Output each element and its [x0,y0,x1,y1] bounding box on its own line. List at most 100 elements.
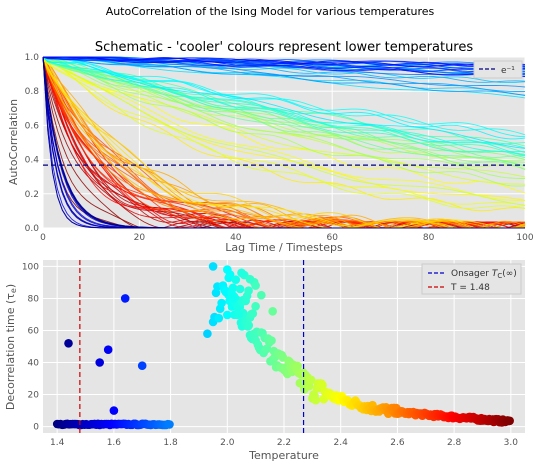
decorrelation-ticks: 1.4 1.6 1.8 2.0 2.2 2.4 2.6 2.8 3.0 0 20 40 60 80 100 [22,262,518,448]
scatter-point [251,281,260,290]
scatter-point [235,284,245,294]
autocorrelation-curve [42,56,526,171]
scatter-point [103,345,113,355]
decorrelation-x-label: Temperature [248,449,319,462]
y-tick-label: 80 [28,294,40,304]
y-tick-label: 20 [28,391,40,401]
x-tick-label: 0 [40,233,46,243]
autocorrelation-curve [42,56,526,178]
autocorrelation-x-label: Lag Time / Timesteps [225,241,343,254]
autocorrelation-curves [42,56,526,229]
autocorrelation-curve [43,56,526,157]
scatter-point [251,302,260,311]
x-tick-label: 2.2 [277,438,291,448]
decorrelation-chart: 1.4 1.6 1.8 2.0 2.2 2.4 2.6 2.8 3.0020406080100 … [4,260,525,462]
scatter-point [257,290,266,300]
scatter-point [95,358,104,367]
autocorrelation-curve [42,56,526,83]
autocorrelation-curve [42,56,526,77]
autocorrelation-curve [42,56,526,161]
autocorrelation-curve [42,56,526,212]
scatter-point [137,361,147,371]
x-tick-label: 80 [423,233,435,243]
y-tick-label: 100 [22,262,39,272]
scatter-point [268,307,278,316]
autocorrelation-curve [42,56,526,187]
onsager-legend-label: Onsager TC(∞) [451,269,517,280]
scatter-point [120,294,130,303]
autocorrelation-curve [42,56,525,158]
autocorrelation-curve [42,56,526,170]
y-tick-label: 0 [33,423,39,433]
scatter-point [214,313,224,323]
scatter-point [165,420,174,429]
autocorrelation-title: Schematic - 'cooler' colours represent l… [95,40,474,55]
scatter-point [228,283,238,293]
t148-legend-label: T = 1.48 [450,283,490,293]
scatter-point [109,406,119,415]
autocorrelation-curve [42,56,526,229]
figure-suptitle: AutoCorrelation of the Ising Model for v… [106,5,435,18]
scatter-point [244,321,254,330]
autocorrelation-curve [42,56,526,229]
y-tick-label: 0.4 [25,156,40,166]
scatter-point [64,339,73,348]
x-tick-label: 100 [516,233,533,243]
scatter-point [231,275,241,285]
autocorrelation-curve [42,56,526,153]
y-tick-label: 0.0 [25,224,40,234]
autocorrelation-curve [42,56,526,75]
e-inverse-legend-label: e⁻¹ [501,66,515,76]
autocorrelation-y-label: AutoCorrelation [7,99,20,185]
x-tick-label: 40 [230,233,242,243]
autocorrelation-curve [43,56,526,88]
x-tick-label: 1.6 [107,438,122,448]
scatter-point [228,294,238,303]
decorrelation-points [52,262,514,430]
decorrelation-legend-box [421,263,522,295]
scatter-point [293,361,302,371]
autocorrelation-curve [42,56,526,149]
y-tick-label: 0.6 [25,121,40,131]
autocorrelation-curve [42,56,525,229]
scatter-point [245,274,255,284]
y-tick-label: 0.8 [25,87,40,97]
decorrelation-legend: Onsager TC(∞) T = 1.48 [421,263,522,295]
x-tick-label: 3.0 [504,438,519,448]
scatter-point [223,310,232,320]
x-tick-label: 2.8 [447,438,462,448]
autocorrelation-curve [42,56,526,209]
autocorrelation-curve [42,56,526,229]
scatter-point [244,286,253,296]
scatter-point [234,310,243,319]
scatter-point [306,375,316,385]
y-tick-label: 40 [28,359,40,369]
autocorrelation-curve [43,56,526,96]
scatter-point [248,309,258,318]
x-tick-label: 1.8 [163,438,178,448]
scatter-point [203,329,212,339]
autocorrelation-curve [42,56,526,140]
autocorrelation-curve [42,56,526,160]
scatter-point [318,380,327,390]
decorrelation-y-label: Decorrelation time (τe) [4,284,18,410]
x-tick-label: 20 [134,233,146,243]
autocorrelation-curve [42,56,526,229]
y-tick-label: 60 [28,326,40,336]
autocorrelation-curve [42,56,525,229]
autocorrelation-curve [42,56,525,201]
decorrelation-gridlines [43,260,525,433]
x-tick-label: 2.4 [334,438,349,448]
scatter-point [217,298,226,308]
y-tick-label: 1.0 [25,53,40,63]
autocorrelation-curve [42,56,526,155]
autocorrelation-legend-box [473,60,523,79]
scatter-point [223,265,232,274]
x-tick-label: 2.6 [390,438,405,448]
autocorrelation-ticks: 0 20 40 60 80 100 0.0 0.2 0.4 0.6 0.8 1.0 [25,53,534,243]
y-tick-label: 0.2 [25,190,39,200]
autocorrelation-curve [43,56,526,149]
autocorrelation-curve [42,56,526,207]
autocorrelation-curve [42,56,526,70]
